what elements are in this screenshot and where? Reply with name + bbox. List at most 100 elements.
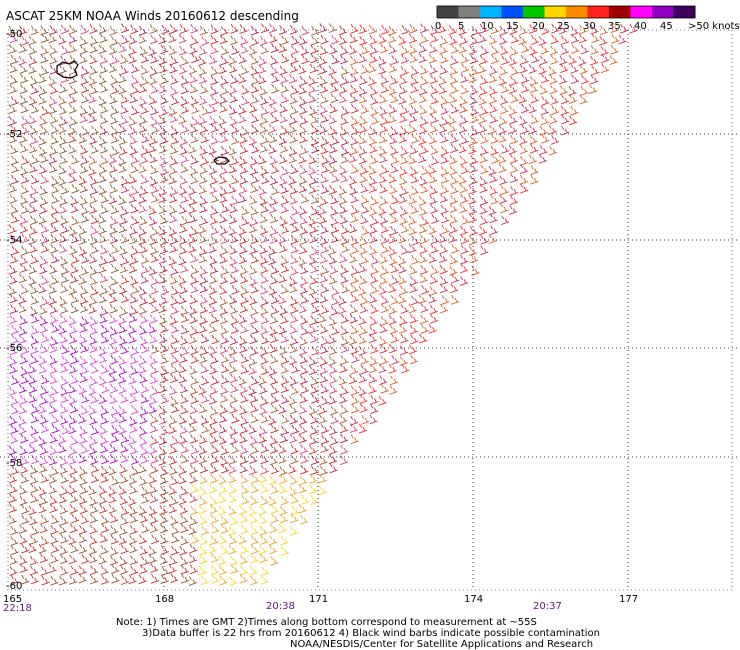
- wind-barb: [459, 34, 469, 45]
- wind-barb: [298, 483, 307, 494]
- wind-barb: [240, 353, 249, 364]
- wind-barb: [468, 73, 477, 84]
- wind-barb: [10, 434, 19, 444]
- wind-barb: [30, 103, 40, 114]
- wind-barb: [141, 75, 150, 86]
- wind-barb: [298, 183, 308, 194]
- wind-barb: [199, 174, 208, 185]
- wind-barb: [269, 175, 279, 186]
- wind-barb: [141, 254, 150, 265]
- wind-barb: [89, 496, 98, 506]
- wind-barb: [311, 25, 320, 36]
- wind-barb: [68, 455, 77, 465]
- wind-barb: [180, 153, 190, 164]
- wind-barb: [281, 414, 290, 424]
- wind-barb: [311, 194, 320, 205]
- wind-barb: [140, 406, 149, 416]
- lat-label-52: -52: [6, 129, 22, 140]
- wind-barb: [140, 65, 149, 75]
- wind-barb: [50, 524, 59, 535]
- wind-barb: [270, 403, 279, 414]
- wind-barb: [378, 173, 388, 184]
- wind-barb: [260, 395, 269, 406]
- wind-barb: [300, 315, 309, 325]
- wind-barb: [409, 113, 418, 123]
- wind-barb: [591, 65, 600, 76]
- wind-barb: [259, 213, 269, 224]
- wind-barb: [248, 356, 258, 366]
- wind-barb: [279, 484, 288, 494]
- wind-barb: [468, 235, 478, 246]
- wind-barb: [468, 144, 477, 155]
- wind-barb: [449, 214, 459, 225]
- wind-barb: [478, 33, 487, 44]
- wind-barb: [290, 105, 299, 115]
- wind-barb: [340, 274, 349, 284]
- wind-barb: [321, 335, 330, 346]
- wind-barb: [141, 145, 150, 156]
- wind-barb: [369, 293, 378, 304]
- wind-barb: [578, 56, 587, 66]
- wind-barb: [70, 565, 79, 576]
- wind-barb: [30, 254, 39, 265]
- wind-barb: [319, 124, 328, 134]
- wind-barb: [68, 554, 78, 565]
- wind-barb: [131, 345, 140, 356]
- wind-barb: [299, 284, 309, 295]
- wind-barb: [410, 173, 419, 184]
- wind-barb: [170, 134, 180, 145]
- wind-barb: [309, 473, 318, 484]
- wind-barb: [240, 285, 249, 296]
- wind-barb: [408, 225, 417, 236]
- wind-barb: [89, 415, 98, 426]
- wind-barb: [358, 134, 367, 145]
- wind-barb: [419, 206, 428, 216]
- wind-barb: [138, 226, 148, 236]
- wind-barb: [131, 75, 140, 85]
- wind-barb: [220, 445, 230, 456]
- wind-barb: [389, 134, 398, 145]
- wind-barb: [30, 134, 39, 145]
- lon-label-177: 177: [619, 594, 638, 605]
- wind-barb: [380, 43, 389, 54]
- wind-barb: [139, 475, 148, 486]
- wind-barb: [399, 285, 409, 296]
- wind-barb: [380, 316, 389, 326]
- wind-barb: [10, 404, 20, 415]
- wind-barb: [490, 145, 499, 156]
- wind-barb: [170, 234, 179, 245]
- wind-barb: [319, 45, 329, 56]
- wind-barb: [320, 34, 329, 45]
- wind-barb: [328, 23, 337, 33]
- wind-barb: [138, 574, 147, 585]
- wind-barb: [30, 284, 39, 295]
- wind-barb: [118, 384, 127, 394]
- wind-barb: [360, 104, 370, 115]
- wind-barb: [268, 203, 278, 214]
- wind-barb: [78, 133, 87, 144]
- wind-barb: [330, 93, 339, 104]
- wind-barb: [370, 44, 379, 55]
- wind-barb: [210, 24, 219, 35]
- legend-tick-50-knots: >50 knots: [688, 21, 740, 32]
- wind-barb: [100, 465, 109, 476]
- wind-barb: [138, 505, 148, 516]
- wind-barb: [418, 333, 428, 344]
- wind-barb: [48, 33, 57, 44]
- wind-barb: [40, 65, 50, 76]
- wind-barb: [250, 535, 260, 546]
- wind-barb: [51, 183, 60, 194]
- wind-barb: [579, 94, 588, 105]
- wind-barb: [89, 553, 98, 564]
- wind-barb: [370, 106, 379, 116]
- wind-barb: [149, 235, 158, 246]
- wind-barb: [239, 164, 249, 175]
- wind-barb: [260, 495, 269, 506]
- wind-barb: [489, 185, 498, 196]
- wind-barb: [300, 145, 309, 155]
- wind-barb: [79, 475, 88, 486]
- wind-barb: [210, 313, 220, 324]
- wind-barb: [239, 234, 248, 245]
- wind-barb: [110, 114, 119, 125]
- wind-barb: [478, 225, 488, 236]
